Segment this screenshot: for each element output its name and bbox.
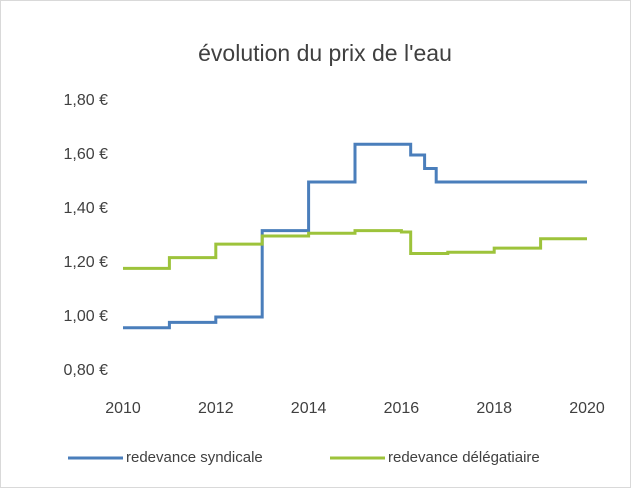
- series-line: [123, 229, 587, 270]
- legend-label: redevance syndicale: [126, 449, 263, 466]
- y-tick-label: 1,00 €: [64, 308, 109, 325]
- x-tick-label: 2018: [476, 400, 512, 417]
- y-tick-label: 1,80 €: [64, 92, 109, 109]
- x-tick-label: 2014: [291, 400, 327, 417]
- y-tick-label: 1,40 €: [64, 200, 109, 217]
- x-tick-label: 2016: [384, 400, 420, 417]
- legend-label: redevance délégatiaire: [388, 449, 540, 466]
- y-tick-label: 1,60 €: [64, 146, 109, 163]
- y-tick-label: 1,20 €: [64, 254, 109, 271]
- x-tick-label: 2012: [198, 400, 234, 417]
- chart-title: évolution du prix de l'eau: [198, 40, 452, 66]
- x-tick-label: 2020: [569, 400, 605, 417]
- series-line: [123, 142, 587, 330]
- y-tick-label: 0,80 €: [64, 362, 109, 379]
- x-tick-label: 2010: [105, 400, 141, 417]
